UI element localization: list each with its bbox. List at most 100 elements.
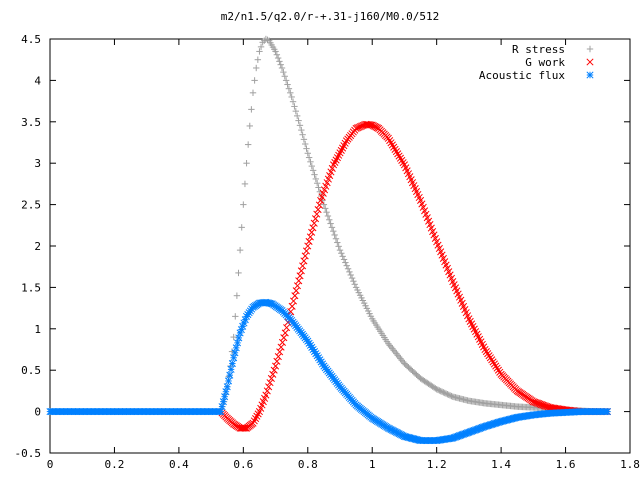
data-point xyxy=(348,274,356,282)
data-point xyxy=(481,345,489,354)
data-point xyxy=(298,126,305,134)
data-point xyxy=(302,140,309,148)
data-point xyxy=(310,219,318,227)
data-point xyxy=(289,297,298,305)
data-point xyxy=(304,242,312,250)
x-tick-label: 0.4 xyxy=(169,458,189,471)
data-point xyxy=(266,379,274,387)
data-point xyxy=(438,388,446,395)
data-point xyxy=(311,215,320,223)
data-point xyxy=(432,385,439,392)
data-point xyxy=(489,358,497,366)
data-point xyxy=(227,365,235,373)
data-point xyxy=(272,48,279,55)
y-tick-label: 2 xyxy=(34,240,41,253)
data-point xyxy=(330,227,337,235)
data-point xyxy=(305,339,313,347)
legend-label: Acoustic flux xyxy=(479,69,565,82)
data-point xyxy=(292,107,300,115)
data-point xyxy=(308,162,316,170)
data-point xyxy=(320,201,328,208)
data-point xyxy=(224,377,233,385)
y-tick-label: 3.5 xyxy=(21,116,41,129)
data-point xyxy=(235,269,242,277)
data-point xyxy=(288,302,296,310)
chart-title: m2/n1.5/q2.0/r-+.31-j160/M0.0/512 xyxy=(221,10,440,23)
data-point xyxy=(232,344,240,352)
data-point xyxy=(246,122,253,130)
y-tick-label: 3 xyxy=(34,157,41,170)
data-point xyxy=(281,329,289,337)
data-point xyxy=(351,281,358,288)
data-point xyxy=(394,150,402,158)
x-tick-label: 1.2 xyxy=(427,458,447,471)
data-point xyxy=(232,313,239,320)
data-point xyxy=(303,145,310,152)
series-acoustic-flux xyxy=(46,298,611,445)
data-point xyxy=(296,272,304,280)
data-point xyxy=(264,36,271,44)
data-point xyxy=(327,220,334,227)
data-point xyxy=(276,348,284,356)
data-point xyxy=(270,366,278,374)
data-point xyxy=(262,35,270,43)
data-point xyxy=(304,150,311,157)
data-point xyxy=(485,352,493,360)
y-tick-label: 1.5 xyxy=(21,281,41,294)
data-point xyxy=(384,134,392,142)
data-point xyxy=(309,167,317,174)
data-point xyxy=(289,98,297,105)
data-point xyxy=(291,292,299,300)
data-point xyxy=(434,386,442,394)
data-point xyxy=(313,210,321,218)
y-tick-label: 1 xyxy=(34,323,41,336)
data-point xyxy=(273,357,281,365)
series-r-stress xyxy=(217,35,611,415)
data-point xyxy=(488,356,496,364)
data-point xyxy=(484,350,492,358)
data-point xyxy=(396,154,404,162)
x-axis: 0 0.2 0.4 0.6 0.8 1 1.2 1.4 1.6 1.8 xyxy=(47,39,640,471)
data-point xyxy=(335,243,342,250)
data-point xyxy=(494,366,502,374)
data-point xyxy=(331,231,338,239)
data-point xyxy=(280,334,288,342)
legend-label: G work xyxy=(525,56,565,69)
data-point xyxy=(336,246,344,254)
data-point xyxy=(238,224,245,231)
legend-marker xyxy=(586,58,594,66)
data-point xyxy=(391,145,399,153)
data-point xyxy=(328,224,336,231)
data-point xyxy=(287,89,294,97)
data-point xyxy=(338,250,345,257)
data-point xyxy=(226,371,234,379)
data-point xyxy=(217,408,225,416)
data-point xyxy=(254,56,262,63)
data-point xyxy=(314,206,322,214)
x-tick-label: 0 xyxy=(47,458,54,471)
data-point xyxy=(344,265,352,272)
data-point xyxy=(230,354,238,362)
data-point xyxy=(307,158,314,166)
data-point xyxy=(278,338,287,346)
data-point xyxy=(300,257,308,265)
data-point xyxy=(444,391,451,398)
data-point xyxy=(299,131,306,138)
data-point xyxy=(265,383,273,391)
data-point xyxy=(293,282,302,290)
y-tick-label: 4 xyxy=(34,74,41,87)
data-point xyxy=(442,390,450,397)
data-point xyxy=(343,262,350,269)
data-point xyxy=(228,360,236,368)
data-point xyxy=(300,136,308,143)
data-point xyxy=(313,180,321,187)
data-point xyxy=(339,253,346,260)
data-point xyxy=(342,259,349,266)
data-point xyxy=(295,117,302,124)
data-point xyxy=(263,387,271,395)
x-tick-label: 0.8 xyxy=(298,458,318,471)
x-tick-label: 1.8 xyxy=(620,458,640,471)
data-point xyxy=(445,391,452,399)
data-point xyxy=(267,374,275,383)
